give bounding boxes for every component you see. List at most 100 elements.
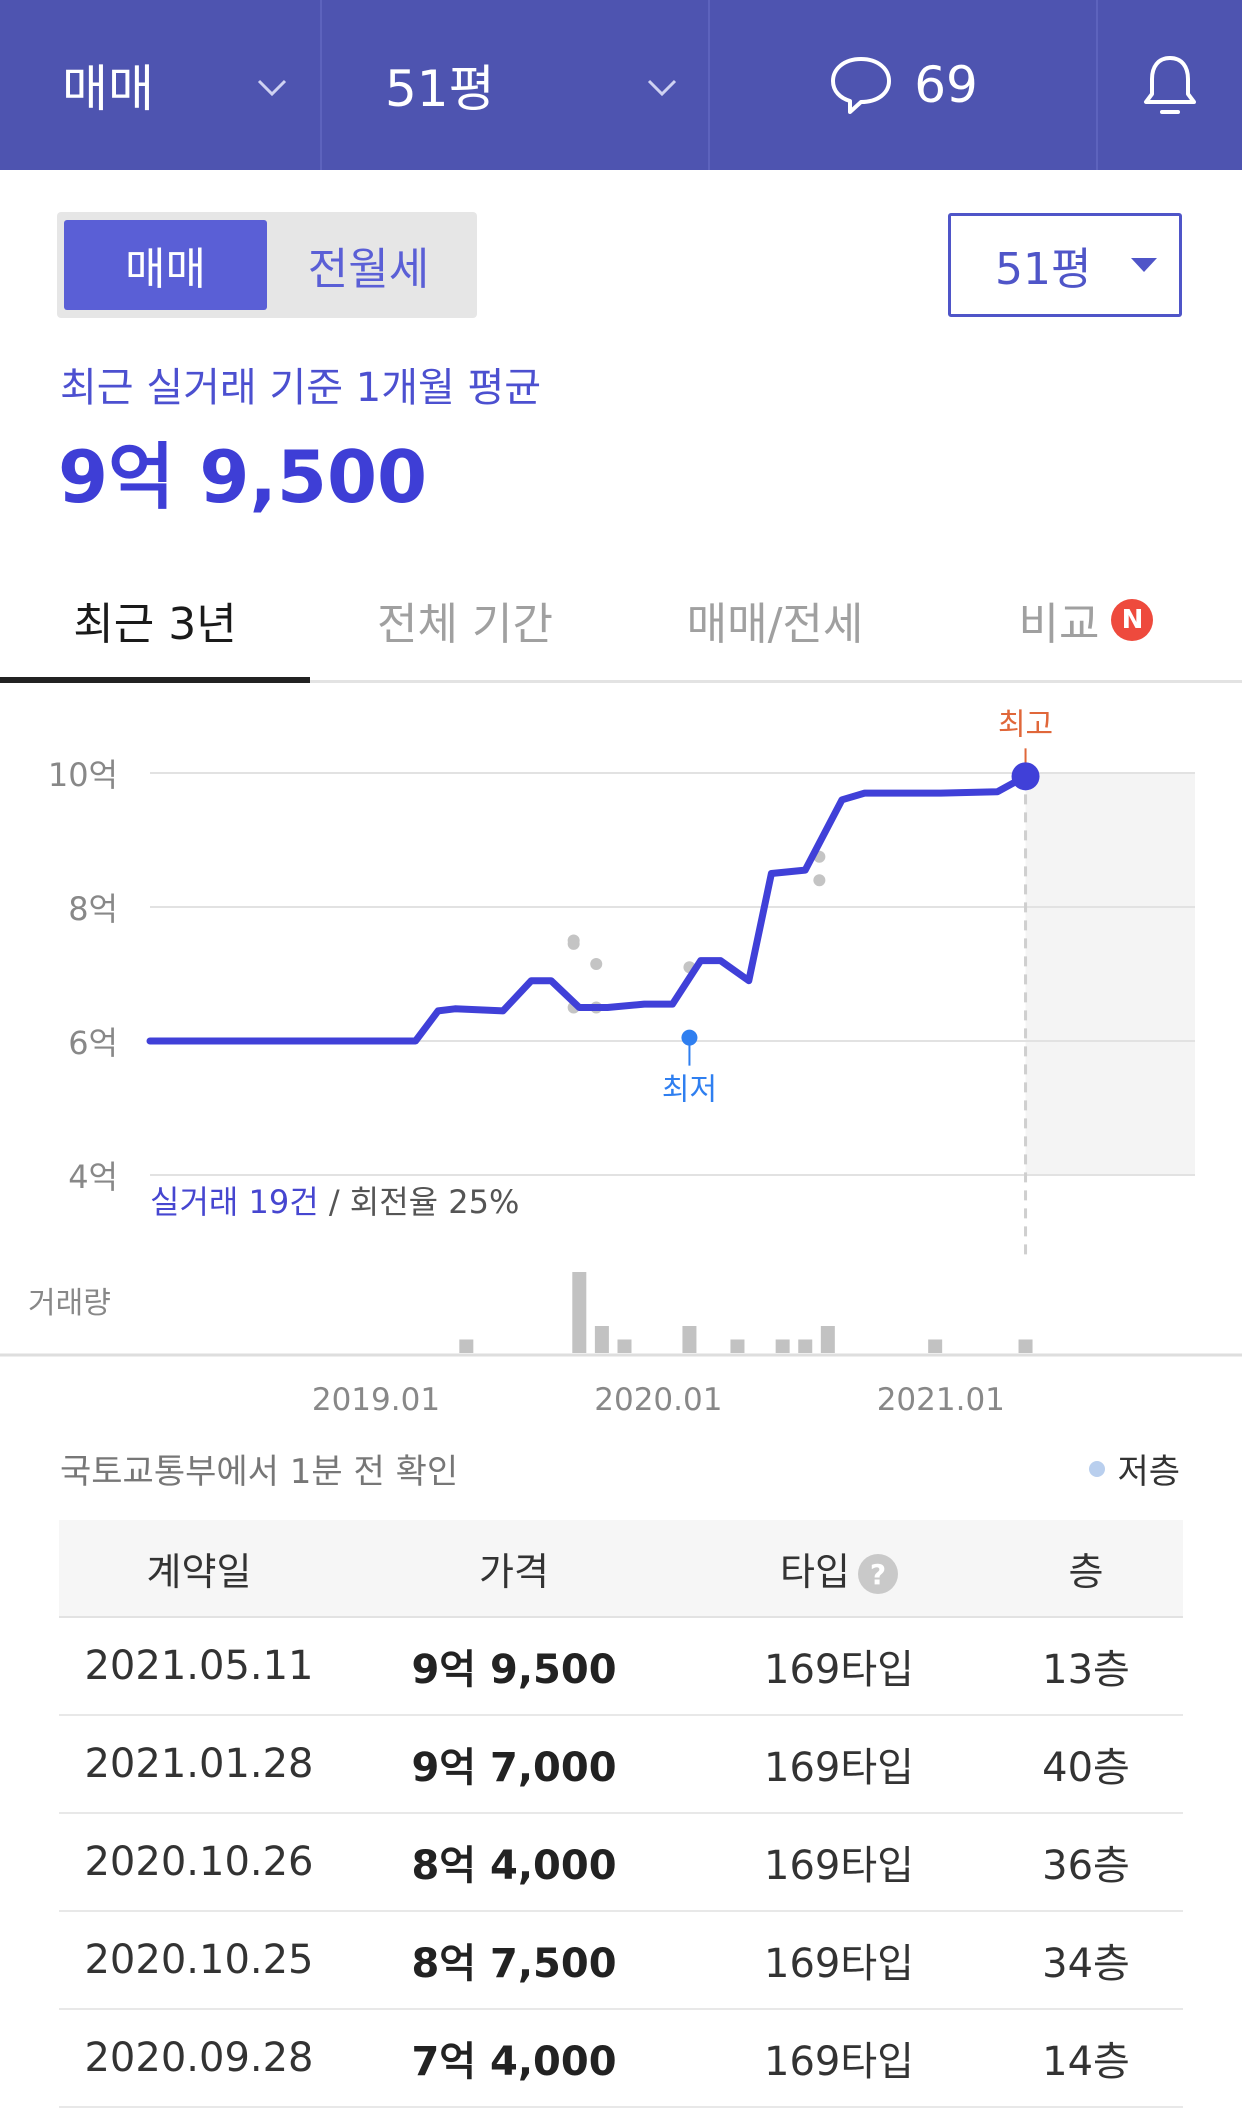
row-date: 2021.05.11 xyxy=(84,1643,314,1689)
period-tabs: 최근 3년 전체 기간 매매/전세 비교 N xyxy=(0,560,1242,683)
row-type: 169타입 xyxy=(764,1647,914,1693)
divider xyxy=(708,0,710,170)
area-select-value: 51평 xyxy=(995,244,1092,295)
average-price: 9억 9,500 xyxy=(58,435,428,519)
volume-bar xyxy=(798,1339,813,1353)
row-price: 7억 4,000 xyxy=(411,2039,617,2085)
row-price: 8억 7,500 xyxy=(411,1941,617,1987)
header-type-label: 타입 xyxy=(780,1549,850,1594)
row-date: 2020.09.28 xyxy=(84,2035,314,2081)
high-point xyxy=(1011,762,1040,791)
price-line xyxy=(146,772,1029,1045)
tab-label: 전체 기간 xyxy=(377,599,553,650)
volume-bar xyxy=(617,1339,632,1353)
bell-icon xyxy=(1144,56,1196,114)
table-row[interactable]: 2020.09.28 7억 4,000 169타입 14층 xyxy=(59,2010,1183,2108)
low-label: 최저 xyxy=(662,1073,717,1108)
active-tab-indicator xyxy=(0,677,310,683)
trade-count: 실거래 19건 xyxy=(150,1183,319,1221)
row-floor: 36층 xyxy=(1042,1843,1130,1889)
scatter-point xyxy=(567,937,580,950)
table-row[interactable]: 2021.01.28 9억 7,000 169타입 40층 xyxy=(59,1716,1183,1814)
volume-bar xyxy=(594,1326,609,1353)
legend-dot xyxy=(1089,1460,1106,1477)
table-row[interactable]: 2020.10.26 8억 4,000 169타입 36층 xyxy=(59,1814,1183,1912)
speech-bubble-icon xyxy=(831,57,892,114)
volume-bar xyxy=(820,1326,835,1353)
y-tick-label: 8억 xyxy=(68,890,118,928)
top-nav-bar: 매매 51평 69 xyxy=(0,0,1242,170)
trade-segment-control: 매매 전월세 xyxy=(57,212,477,318)
tab-sale-vs-jeonse[interactable]: 매매/전세 xyxy=(620,560,930,680)
tab-label: 비교 xyxy=(1018,599,1100,650)
tab-label: 최근 3년 xyxy=(73,599,237,650)
notification-button[interactable] xyxy=(1098,0,1242,170)
scatter-point xyxy=(590,957,603,970)
trade-stats: 실거래 19건 / 회전율 25% xyxy=(150,1183,519,1221)
area-label: 51평 xyxy=(385,60,495,118)
row-price: 9억 7,000 xyxy=(411,1745,617,1791)
tab-compare[interactable]: 비교 N xyxy=(930,560,1242,680)
row-date: 2021.01.28 xyxy=(84,1741,314,1787)
turnover-rate: 회전율 25% xyxy=(350,1183,520,1221)
y-tick-label: 4억 xyxy=(68,1158,118,1196)
row-type: 169타입 xyxy=(764,1745,914,1791)
row-floor: 40층 xyxy=(1042,1745,1130,1791)
row-price: 8억 4,000 xyxy=(411,1843,617,1889)
divider xyxy=(320,0,322,170)
divider xyxy=(1096,0,1098,170)
volume-bar xyxy=(459,1339,474,1353)
summary-caption: 최근 실거래 기준 1개월 평균 xyxy=(60,365,542,411)
comment-count: 69 xyxy=(914,56,978,114)
chevron-down-icon xyxy=(647,79,677,97)
tab-recent-3-years[interactable]: 최근 3년 xyxy=(0,560,310,683)
legend-low-floor: 저층 xyxy=(1089,1444,1180,1493)
volume-bar xyxy=(572,1272,587,1353)
tab-all-period[interactable]: 전체 기간 xyxy=(310,560,620,680)
header-type: 타입? xyxy=(689,1541,989,1596)
legend-label: 저층 xyxy=(1117,1452,1180,1492)
row-type: 169타입 xyxy=(764,1941,914,1987)
table-row[interactable]: 2021.05.11 9억 9,500 169타입 13층 xyxy=(59,1618,1183,1716)
row-date: 2020.10.25 xyxy=(84,1937,314,1983)
stats-separator: / xyxy=(319,1183,350,1221)
scatter-point xyxy=(813,874,826,887)
table-header-row: 계약일 가격 타입? 층 xyxy=(59,1520,1183,1618)
x-tick-label: 2020.01 xyxy=(594,1382,722,1418)
header-floor: 층 xyxy=(1068,1549,1104,1594)
trade-type-label: 매매 xyxy=(62,60,154,118)
segment-sale[interactable]: 매매 xyxy=(64,220,267,310)
volume-bar xyxy=(775,1339,790,1353)
caret-down-icon xyxy=(1131,258,1158,272)
row-type: 169타입 xyxy=(764,2039,914,2085)
high-label: 최고 xyxy=(998,707,1053,742)
volume-label: 거래량 xyxy=(28,1286,111,1321)
header-date: 계약일 xyxy=(146,1549,252,1594)
table-row[interactable]: 2020.10.25 8억 7,500 169타입 34층 xyxy=(59,1912,1183,2010)
row-date: 2020.10.26 xyxy=(84,1839,314,1885)
transaction-table: 계약일 가격 타입? 층 2021.05.11 9억 9,500 169타입 13층 2… xyxy=(59,1520,1183,2108)
trade-type-dropdown[interactable]: 매매 xyxy=(0,0,320,170)
area-dropdown[interactable]: 51평 xyxy=(322,0,708,170)
chevron-down-icon xyxy=(257,79,287,97)
x-tick-label: 2021.01 xyxy=(877,1382,1005,1418)
area-select[interactable]: 51평 xyxy=(948,213,1182,317)
comments-button[interactable]: 69 xyxy=(710,0,1096,170)
y-tick-label: 10억 xyxy=(48,756,118,794)
new-badge: N xyxy=(1111,599,1154,641)
volume-bar xyxy=(928,1339,943,1353)
low-point xyxy=(681,1029,698,1046)
source-note: 국토교통부에서 1분 전 확인 xyxy=(60,1452,459,1492)
segment-rent[interactable]: 전월세 xyxy=(307,244,430,295)
future-shade xyxy=(1025,773,1195,1175)
help-icon[interactable]: ? xyxy=(857,1554,898,1594)
volume-bar xyxy=(1018,1339,1033,1353)
x-tick-label: 2019.01 xyxy=(312,1382,440,1418)
header-price: 가격 xyxy=(479,1549,549,1594)
volume-bar xyxy=(730,1339,745,1353)
row-floor: 14층 xyxy=(1042,2039,1130,2085)
row-floor: 13층 xyxy=(1042,1647,1130,1693)
row-price: 9억 9,500 xyxy=(411,1647,617,1693)
tab-label: 매매/전세 xyxy=(686,599,864,650)
